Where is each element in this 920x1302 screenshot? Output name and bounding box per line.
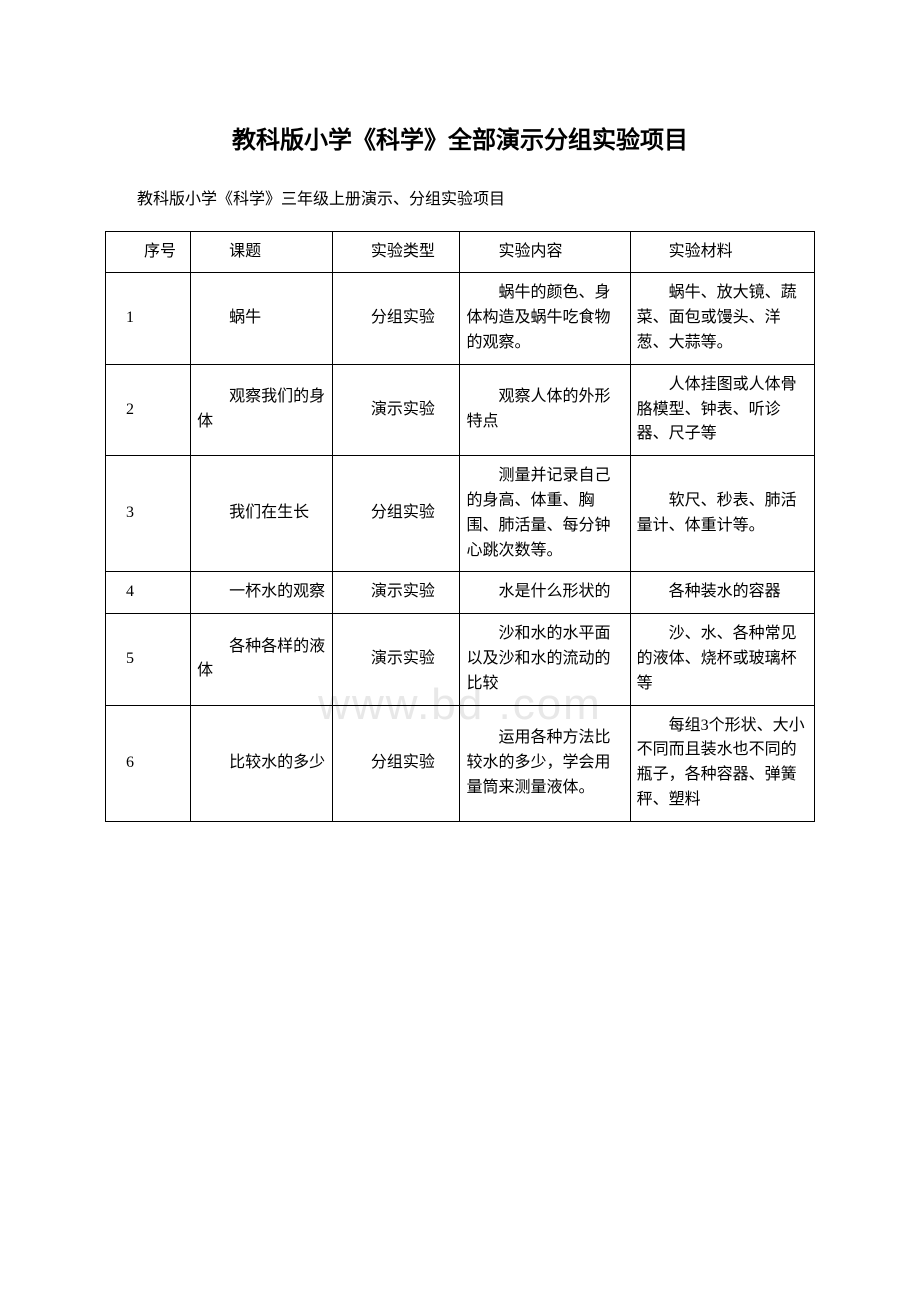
cell-material: 每组3个形状、大小不同而且装水也不同的瓶子，各种容器、弹簧秤、塑料 — [630, 705, 814, 821]
cell-seq: 2 — [106, 364, 191, 455]
header-type: 实验类型 — [332, 231, 460, 273]
table-row: 1 蜗牛 分组实验 蜗牛的颜色、身体构造及蜗牛吃食物的观察。 蜗牛、放大镜、蔬菜… — [106, 273, 815, 364]
cell-topic: 蜗牛 — [191, 273, 333, 364]
cell-topic: 一杯水的观察 — [191, 572, 333, 614]
cell-type: 演示实验 — [332, 614, 460, 705]
cell-seq: 4 — [106, 572, 191, 614]
page-subtitle: 教科版小学《科学》三年级上册演示、分组实验项目 — [105, 187, 815, 213]
cell-content: 蜗牛的颜色、身体构造及蜗牛吃食物的观察。 — [460, 273, 630, 364]
cell-material: 人体挂图或人体骨胳模型、钟表、听诊器、尺子等 — [630, 364, 814, 455]
cell-type: 分组实验 — [332, 273, 460, 364]
page-title: 教科版小学《科学》全部演示分组实验项目 — [105, 120, 815, 155]
cell-content: 观察人体的外形特点 — [460, 364, 630, 455]
header-seq: 序号 — [106, 231, 191, 273]
cell-seq: 1 — [106, 273, 191, 364]
cell-type: 分组实验 — [332, 705, 460, 821]
cell-topic: 各种各样的液体 — [191, 614, 333, 705]
cell-content: 水是什么形状的 — [460, 572, 630, 614]
cell-seq: 5 — [106, 614, 191, 705]
cell-type: 演示实验 — [332, 364, 460, 455]
cell-content: 测量并记录自己的身高、体重、胸围、肺活量、每分钟心跳次数等。 — [460, 456, 630, 572]
cell-material: 沙、水、各种常见的液体、烧杯或玻璃杯等 — [630, 614, 814, 705]
table-row: 5 各种各样的液体 演示实验 沙和水的水平面以及沙和水的流动的比较 沙、水、各种… — [106, 614, 815, 705]
cell-topic: 观察我们的身体 — [191, 364, 333, 455]
cell-type: 演示实验 — [332, 572, 460, 614]
table-row: 6 比较水的多少 分组实验 运用各种方法比较水的多少，学会用量筒来测量液体。 每… — [106, 705, 815, 821]
table-row: 2 观察我们的身体 演示实验 观察人体的外形特点 人体挂图或人体骨胳模型、钟表、… — [106, 364, 815, 455]
cell-seq: 3 — [106, 456, 191, 572]
header-content: 实验内容 — [460, 231, 630, 273]
experiment-table: 序号 课题 实验类型 实验内容 实验材料 1 蜗牛 分组实验 蜗牛的颜色、身体构… — [105, 231, 815, 822]
cell-topic: 比较水的多少 — [191, 705, 333, 821]
cell-topic: 我们在生长 — [191, 456, 333, 572]
cell-type: 分组实验 — [332, 456, 460, 572]
table-row: 3 我们在生长 分组实验 测量并记录自己的身高、体重、胸围、肺活量、每分钟心跳次… — [106, 456, 815, 572]
cell-content: 运用各种方法比较水的多少，学会用量筒来测量液体。 — [460, 705, 630, 821]
table-row: 4 一杯水的观察 演示实验 水是什么形状的 各种装水的容器 — [106, 572, 815, 614]
cell-content: 沙和水的水平面以及沙和水的流动的比较 — [460, 614, 630, 705]
cell-material: 各种装水的容器 — [630, 572, 814, 614]
cell-seq: 6 — [106, 705, 191, 821]
header-topic: 课题 — [191, 231, 333, 273]
header-material: 实验材料 — [630, 231, 814, 273]
cell-material: 蜗牛、放大镜、蔬菜、面包或馒头、洋葱、大蒜等。 — [630, 273, 814, 364]
table-header-row: 序号 课题 实验类型 实验内容 实验材料 — [106, 231, 815, 273]
cell-material: 软尺、秒表、肺活量计、体重计等。 — [630, 456, 814, 572]
